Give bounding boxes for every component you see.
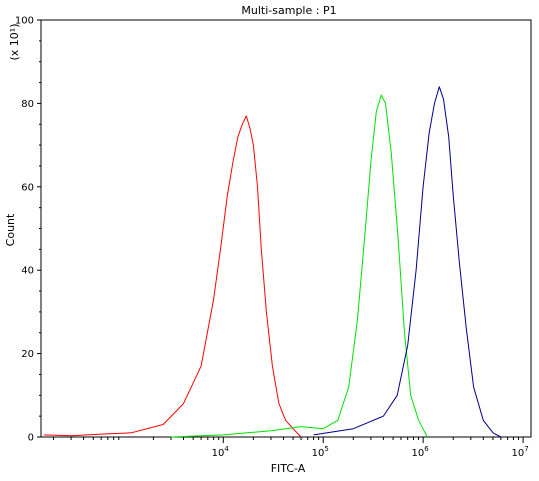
series-line-1 [43, 115, 302, 438]
y-tick-label: 80 [21, 99, 34, 110]
y-tick-label: 20 [21, 349, 34, 360]
y-tick-label: 40 [21, 266, 34, 277]
x-tick-group: 104 105 106 107 [52, 437, 529, 459]
y-tick-label: 0 [28, 433, 34, 444]
chart-title: Multi-sample : P1 [241, 4, 336, 17]
x-tick-label: 104 [212, 445, 230, 459]
series-layer [43, 86, 502, 438]
y-tick-group: 0 20 40 60 80 100 [15, 16, 41, 444]
y-multiplier-label: (x 10¹) [8, 24, 21, 61]
y-tick-label: 100 [15, 16, 34, 27]
x-tick-label: 105 [312, 445, 329, 459]
series-line-2 [170, 94, 428, 438]
plot-frame [40, 19, 532, 438]
x-axis-label: FITC-A [271, 462, 306, 475]
y-axis-label: Count [4, 213, 17, 246]
y-tick-label: 60 [21, 182, 34, 193]
series-line-3 [313, 86, 502, 438]
x-tick-label: 107 [511, 445, 528, 459]
x-tick-label: 106 [412, 445, 430, 459]
